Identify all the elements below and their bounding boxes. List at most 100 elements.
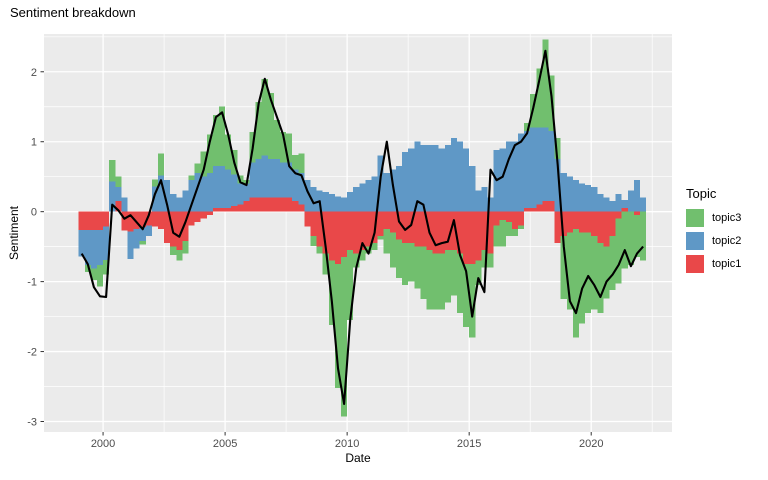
y-tick-label: -2 <box>27 347 37 359</box>
bar-topic3 <box>554 138 561 160</box>
y-axis-title: Sentiment <box>7 205 21 261</box>
bar-topic2 <box>182 190 189 212</box>
bar-topic3 <box>444 250 451 303</box>
bar-topic1 <box>511 211 518 230</box>
bar-topic3 <box>408 243 415 282</box>
bar-topic1 <box>517 211 525 226</box>
bar-topic1 <box>499 211 506 221</box>
bar-topic2 <box>334 196 342 212</box>
bar-topic2 <box>548 131 555 202</box>
bar-topic3 <box>585 232 592 314</box>
bar-topic3 <box>115 176 122 188</box>
bar-topic1 <box>176 211 183 251</box>
bar-topic3 <box>402 243 409 286</box>
bar-topic3 <box>524 122 531 132</box>
bar-topic3 <box>560 236 567 300</box>
bar-topic3 <box>517 225 525 230</box>
bar-topic1 <box>127 211 134 232</box>
bar-topic3 <box>310 236 317 246</box>
bar-topic1 <box>267 197 274 212</box>
bar-topic2 <box>365 180 372 212</box>
bar-topic2 <box>212 166 220 209</box>
bar-topic2 <box>585 185 592 212</box>
bar-topic1 <box>243 201 250 212</box>
bar-topic2 <box>505 141 512 212</box>
bar-topic2 <box>194 173 201 212</box>
bar-topic2 <box>554 159 561 212</box>
bar-topic2 <box>609 201 616 212</box>
bar-topic1 <box>579 211 586 233</box>
legend-swatch-topic3 <box>686 209 704 227</box>
bar-topic2 <box>96 229 104 265</box>
legend-label: topic2 <box>712 235 742 247</box>
legend-title: Topic <box>686 186 717 201</box>
bar-topic2 <box>408 148 415 212</box>
x-tick-label: 2010 <box>335 438 359 450</box>
bar-topic1 <box>414 211 421 247</box>
bar-topic3 <box>219 106 226 167</box>
bar-topic3 <box>426 250 433 310</box>
bar-topic1 <box>389 211 396 233</box>
bar-topic3 <box>536 68 543 128</box>
bar-topic2 <box>273 159 281 198</box>
bar-topic2 <box>579 183 586 212</box>
bar-topic1 <box>597 211 604 244</box>
bar-topic3 <box>566 232 573 310</box>
bar-topic1 <box>316 211 323 247</box>
bar-topic2 <box>450 138 457 212</box>
bar-topic1 <box>383 211 390 230</box>
bar-topic2 <box>615 194 622 212</box>
bar-topic2 <box>115 187 122 202</box>
bar-topic3 <box>151 179 158 187</box>
bar-topic1 <box>261 197 268 212</box>
bar-topic2 <box>219 166 226 209</box>
y-tick-label: -3 <box>27 417 37 429</box>
bar-topic1 <box>542 201 549 212</box>
x-tick-label: 2005 <box>213 438 237 450</box>
bar-topic3 <box>456 253 464 314</box>
bar-topic3 <box>96 264 104 287</box>
bar-topic2 <box>420 145 427 212</box>
bar-topic3 <box>633 215 641 258</box>
bar-topic2 <box>267 159 274 198</box>
bar-topic3 <box>493 225 500 247</box>
bar-topic1 <box>121 211 128 231</box>
bar-topic3 <box>188 175 195 181</box>
bar-topic1 <box>225 208 232 212</box>
bar-topic1 <box>493 211 500 226</box>
bar-topic3 <box>609 236 616 291</box>
bar-topic2 <box>310 187 317 212</box>
bar-topic2 <box>597 194 604 212</box>
bar-topic2 <box>261 155 268 198</box>
bar-topic3 <box>298 153 305 174</box>
bar-topic2 <box>524 131 531 209</box>
bar-topic3 <box>90 268 97 281</box>
bar-topic3 <box>280 131 287 163</box>
bar-topic3 <box>212 115 220 167</box>
bar-topic3 <box>255 101 262 160</box>
bar-topic3 <box>505 222 512 237</box>
bar-topic2 <box>353 187 360 212</box>
legend-item: topic2 <box>686 232 766 250</box>
x-tick-label: 2015 <box>457 438 481 450</box>
bar-topic3 <box>487 253 494 268</box>
bar-topic2 <box>475 190 482 212</box>
bar-topic1 <box>188 211 195 226</box>
bar-topic2 <box>170 194 177 212</box>
bar-topic3 <box>475 260 482 286</box>
bar-topic2 <box>444 145 451 212</box>
bar-topic1 <box>219 208 226 212</box>
bar-topic1 <box>231 206 238 212</box>
bar-topic1 <box>133 211 140 230</box>
bar-topic2 <box>560 173 567 212</box>
legend-label: topic3 <box>712 212 742 224</box>
bar-topic2 <box>322 192 329 212</box>
bar-topic2 <box>84 229 91 265</box>
bar-topic3 <box>615 218 622 284</box>
x-tick-label: 2020 <box>579 438 603 450</box>
bar-topic2 <box>78 229 85 257</box>
bar-topic1 <box>365 211 372 247</box>
bar-topic1 <box>420 211 427 247</box>
page-title: Sentiment breakdown <box>10 5 136 20</box>
y-tick-label: 1 <box>31 137 37 149</box>
